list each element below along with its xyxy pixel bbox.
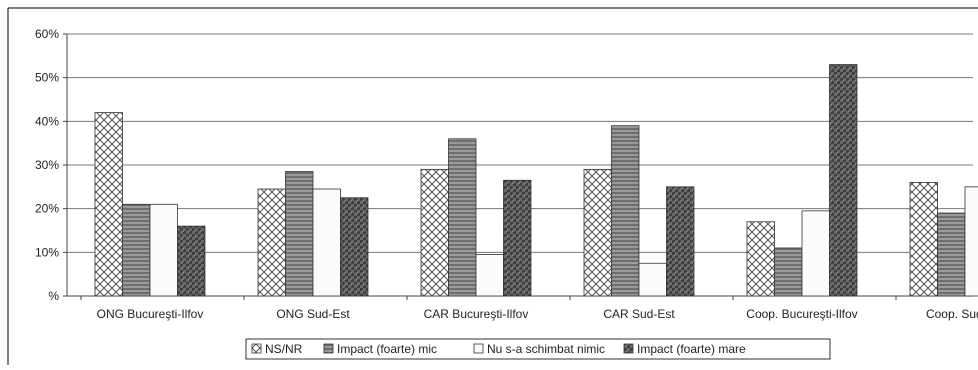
legend-swatch (623, 343, 634, 354)
bar-2-4 (611, 125, 640, 297)
bar-2-6 (937, 212, 966, 297)
legend-swatch (251, 343, 262, 354)
bar-2-2 (285, 171, 314, 297)
bar-1-5 (746, 221, 775, 297)
legend: NS/NR Impact (foarte) mic Nu s-a schimbat … (245, 338, 831, 360)
y-tick-label: 40% (35, 114, 59, 128)
bar-3-3 (475, 254, 504, 297)
y-tick-label: 50% (35, 71, 59, 85)
legend-swatch (323, 343, 334, 354)
legend-label: Impact (foarte) mare (637, 342, 746, 356)
bar-3-2 (312, 188, 341, 297)
bar-3-4 (638, 262, 667, 297)
legend-label: Nu s-a schimbat nimic (487, 342, 605, 356)
bars (94, 64, 978, 297)
bar-4-3 (503, 179, 532, 297)
bar-1-2 (257, 188, 286, 297)
x-tick-label: Coop. Sud-Est (926, 307, 978, 321)
y-tick-label: 10% (35, 245, 59, 259)
y-tick-label: 60% (35, 27, 59, 41)
bar-1-3 (420, 168, 449, 297)
bar-4-5 (829, 64, 858, 297)
y-tick-label: 20% (35, 202, 59, 216)
x-tick-label: Coop. Bucureşti-Ilfov (746, 307, 857, 321)
y-tick-label: 30% (35, 158, 59, 172)
y-axis-ticks: % 10% 20% 30% 40% 50% 60% (35, 27, 67, 303)
bar-1-4 (583, 168, 612, 297)
bar-2-3 (448, 138, 477, 297)
x-tick-label: CAR Bucureşti-Ilfov (424, 307, 529, 321)
legend-label: Impact (foarte) mic (337, 342, 437, 356)
legend-swatch (473, 343, 484, 354)
bar-2-5 (774, 247, 803, 297)
bar-3-5 (801, 210, 830, 297)
bar-4-2 (340, 197, 369, 297)
x-axis-ticks: ONG Bucureşti-Ilfov ONG Sud-Est CAR Bucure… (80, 296, 978, 321)
bar-4-4 (666, 186, 695, 297)
bar-3-6 (964, 186, 978, 297)
legend-label: NS/NR (265, 342, 303, 356)
bar-1-1 (94, 112, 123, 297)
x-tick-label: CAR Sud-Est (603, 307, 675, 321)
bar-3-1 (149, 203, 178, 297)
x-tick-label: ONG Sud-Est (276, 307, 350, 321)
bar-2-1 (122, 203, 151, 297)
legend-box (245, 338, 831, 360)
y-tick-label: % (48, 289, 59, 303)
x-tick-label: ONG Bucureşti-Ilfov (97, 307, 204, 321)
bar-1-6 (909, 182, 938, 297)
bar-4-1 (177, 225, 206, 297)
